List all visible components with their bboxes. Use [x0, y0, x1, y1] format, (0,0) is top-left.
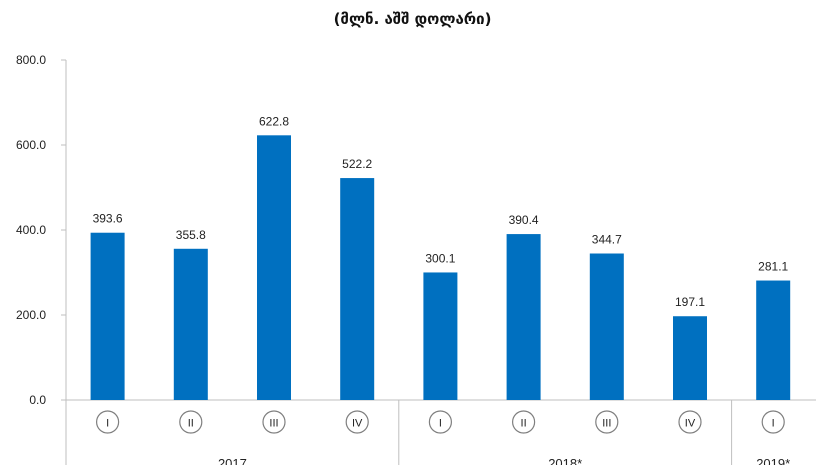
category-label: I — [439, 418, 442, 430]
data-label: 522.2 — [342, 157, 372, 171]
group-label: 2017 — [218, 456, 247, 465]
bar — [173, 248, 208, 400]
category-circle — [761, 410, 785, 434]
data-label: 390.4 — [509, 213, 539, 227]
category-circle — [95, 410, 120, 434]
category-label: II — [521, 418, 527, 430]
category-label: I — [772, 418, 775, 430]
data-label: 300.1 — [425, 251, 455, 265]
y-tick-label: 0.0 — [29, 393, 46, 407]
category-label: II — [188, 418, 194, 430]
bar — [257, 135, 291, 400]
data-label: 344.7 — [592, 233, 622, 247]
data-label: 355.8 — [176, 228, 206, 242]
category-circle — [595, 410, 619, 434]
y-tick-label: 400.0 — [16, 223, 46, 237]
data-label: 393.6 — [93, 212, 123, 226]
bar — [340, 178, 375, 400]
bar — [756, 280, 791, 400]
bar — [589, 253, 624, 400]
data-label: 281.1 — [758, 260, 788, 274]
category-label: III — [269, 418, 278, 430]
bar — [506, 234, 541, 400]
bar — [673, 316, 707, 400]
bar — [423, 272, 458, 400]
category-circle — [179, 410, 203, 434]
category-label: IV — [352, 418, 363, 430]
category-circle — [428, 410, 452, 434]
group-label: 2018* — [548, 456, 582, 465]
category-circle — [678, 410, 702, 434]
category-circle — [262, 410, 286, 434]
bar — [90, 232, 125, 400]
group-label: 2019* — [756, 456, 790, 465]
y-tick-label: 800.0 — [16, 53, 46, 67]
data-label: 197.1 — [675, 295, 705, 309]
y-tick-label: 200.0 — [16, 308, 46, 322]
category-circle — [511, 410, 536, 434]
chart-subtitle: (მლნ. აშშ დოლარი) — [333, 10, 492, 28]
category-circle — [345, 410, 369, 434]
category-label: I — [106, 418, 109, 430]
category-label: III — [602, 418, 611, 430]
y-tick-label: 600.0 — [16, 138, 46, 152]
data-label: 622.8 — [259, 114, 289, 128]
category-label: IV — [685, 418, 696, 430]
